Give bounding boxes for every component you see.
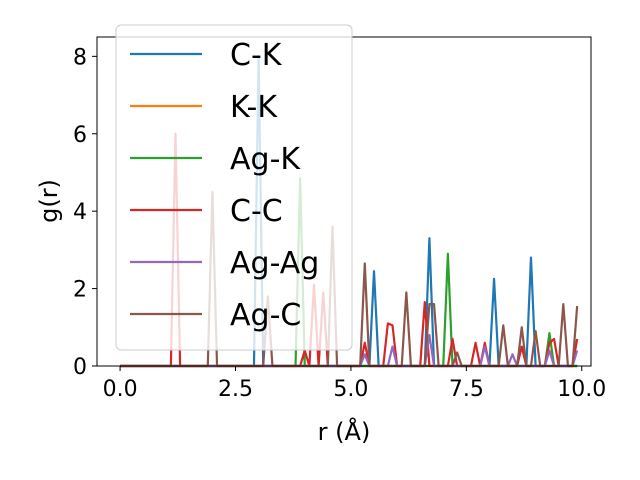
legend-label-0: C-K [230, 38, 283, 73]
y-tick-label: 4 [73, 200, 87, 225]
x-tick-label: 2.5 [218, 377, 253, 402]
legend: C-K K-K Ag-K C-C Ag-Ag Ag-C [115, 24, 353, 351]
x-tick-label: 5.0 [333, 377, 368, 402]
x-tick-label: 10.0 [557, 377, 606, 402]
x-axis-label: r (Å) [318, 417, 371, 446]
x-ticks: 0.0 2.5 5.0 7.5 10.0 [103, 366, 606, 402]
legend-label-4: Ag-Ag [230, 246, 319, 281]
y-tick-label: 6 [73, 123, 87, 148]
legend-label-2: Ag-K [230, 142, 301, 177]
x-tick-label: 7.5 [449, 377, 484, 402]
y-tick-label: 8 [73, 45, 87, 70]
y-ticks: 0 2 4 6 8 [73, 45, 97, 380]
x-tick-label: 0.0 [103, 377, 138, 402]
y-tick-label: 0 [73, 355, 87, 380]
legend-label-3: C-C [230, 194, 283, 229]
legend-label-1: K-K [230, 90, 278, 125]
y-tick-label: 2 [73, 278, 87, 303]
legend-label-5: Ag-C [230, 298, 301, 333]
y-axis-label: g(r) [35, 179, 63, 223]
